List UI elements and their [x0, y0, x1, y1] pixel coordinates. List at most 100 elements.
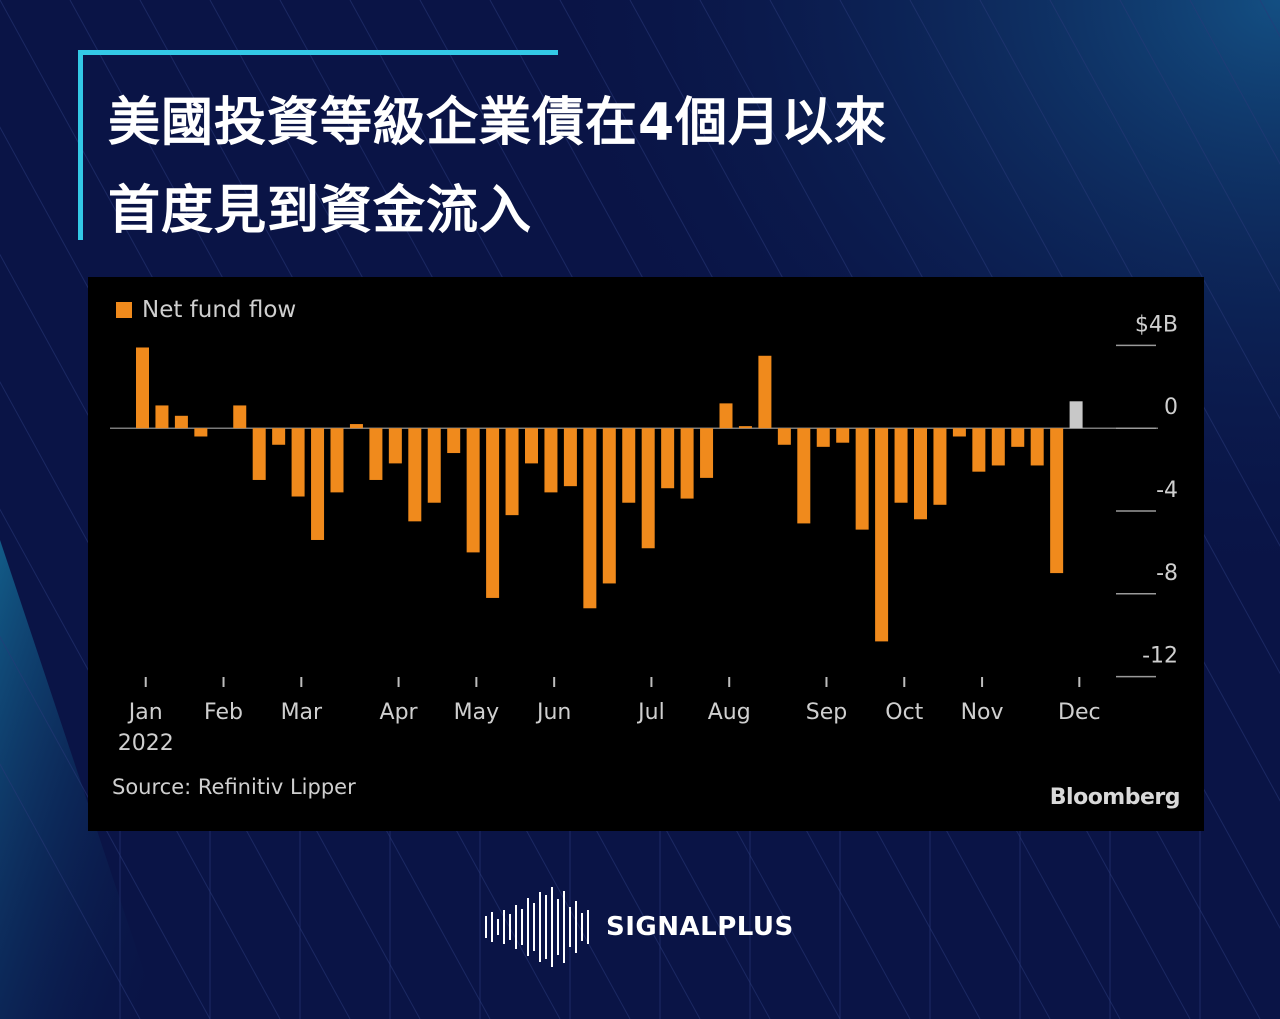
wave-bar — [587, 910, 589, 944]
y-tick-label: -12 — [1142, 644, 1178, 669]
wave-bar — [557, 899, 559, 955]
bar — [700, 428, 714, 478]
x-tick-label: Nov — [961, 700, 1004, 725]
chart-source: Source: Refinitiv Lipper — [112, 775, 356, 799]
x-tick-label: Jul — [636, 700, 665, 725]
bar — [194, 428, 208, 437]
bar — [505, 428, 519, 516]
wave-bar — [503, 910, 505, 944]
y-tick-label: -8 — [1156, 561, 1178, 586]
y-tick-label: 0 — [1164, 395, 1178, 420]
bg-diagonal-line — [0, 381, 351, 1019]
bar — [758, 355, 772, 429]
signalplus-logo: SIGNALPLUS — [482, 884, 802, 970]
title-accent-top — [78, 50, 558, 55]
bg-diagonal-line — [0, 508, 281, 1019]
legend-label: Net fund flow — [142, 297, 297, 323]
x-tick-label: Mar — [281, 700, 323, 725]
bar — [486, 428, 500, 598]
page-title-line1: 美國投資等級企業債在4個月以來 — [108, 93, 888, 153]
bar — [991, 428, 1005, 466]
x-tick-label: Apr — [380, 700, 419, 725]
bar — [466, 428, 480, 553]
bar — [719, 403, 733, 429]
bar-latest — [1069, 401, 1083, 429]
bar — [972, 428, 986, 472]
bar — [388, 428, 402, 464]
bar — [583, 428, 597, 609]
title-accent-left — [78, 50, 83, 240]
bar — [311, 428, 325, 540]
bar — [369, 428, 383, 480]
wave-bar — [533, 903, 535, 951]
bar — [641, 428, 655, 549]
wave-bar — [509, 914, 511, 940]
page-title-line2: 首度見到資金流入 — [108, 181, 533, 241]
bar — [408, 428, 422, 522]
x-tick-label: Aug — [708, 700, 751, 725]
bar — [1011, 428, 1025, 447]
bar — [1030, 428, 1044, 466]
chart-legend: Net fund flow — [116, 297, 296, 323]
y-tick-label: -4 — [1156, 478, 1178, 503]
wave-bar — [515, 905, 517, 949]
wave-bar — [575, 901, 577, 953]
x-tick-label: Oct — [885, 700, 923, 725]
wave-bar — [539, 892, 541, 962]
bar — [914, 428, 927, 520]
y-tick-label: $4B — [1135, 312, 1178, 337]
bar — [933, 428, 947, 505]
bar — [602, 428, 616, 584]
x-tick-label: Jun — [535, 700, 571, 725]
bar — [525, 428, 538, 464]
bg-diagonal-line — [1119, 0, 1280, 293]
bar — [797, 428, 811, 524]
bar — [174, 415, 188, 429]
bar — [816, 428, 830, 447]
wave-bar — [485, 916, 487, 938]
bar — [544, 428, 558, 493]
wave-bar — [581, 913, 583, 941]
bar — [155, 405, 169, 429]
bloomberg-logo: Bloomberg — [1049, 785, 1181, 810]
wave-bar — [491, 912, 493, 942]
wave-bar — [497, 919, 499, 935]
legend-swatch — [116, 302, 132, 318]
wave-bar — [545, 895, 547, 959]
x-tick-label: Sep — [806, 700, 847, 725]
bar — [875, 428, 889, 642]
wave-bar — [551, 887, 553, 967]
bg-diagonal-line — [0, 635, 211, 1019]
x-tick-label: Feb — [204, 700, 243, 725]
bar — [777, 428, 791, 445]
sound-wave-icon — [485, 887, 589, 967]
bar — [680, 428, 694, 499]
bar — [136, 347, 149, 429]
bar — [272, 428, 286, 445]
bg-diagonal-line — [0, 763, 141, 1019]
bar — [252, 428, 266, 480]
x-tick-label: May — [454, 700, 499, 725]
bar — [447, 428, 461, 454]
bar-chart: $4B 0 -4 -8 -12 Jan Feb Mar Apr May Jun Jul Aug Sep Oc… — [110, 312, 1178, 756]
wave-bar — [569, 907, 571, 947]
bar — [563, 428, 577, 487]
bar — [855, 428, 869, 530]
x-tick-label: Jan — [127, 700, 163, 725]
bar — [291, 428, 305, 497]
chart-panel: Net fund flow $4B 0 -4 -8 -12 Jan Feb Mar Apr May… — [88, 277, 1204, 831]
bar — [622, 428, 636, 503]
wave-bar — [521, 909, 523, 945]
bar — [233, 405, 247, 429]
bar — [427, 428, 441, 503]
wave-bar — [563, 891, 565, 963]
bar — [349, 424, 363, 429]
bar — [738, 426, 752, 429]
x-tick-label: Dec — [1058, 700, 1101, 725]
wave-bar — [527, 898, 529, 956]
bg-diagonal-line — [979, 0, 1280, 547]
bar — [1050, 428, 1064, 574]
bar — [330, 428, 344, 493]
bar — [836, 428, 850, 443]
bg-diagonal-line — [1049, 0, 1280, 420]
